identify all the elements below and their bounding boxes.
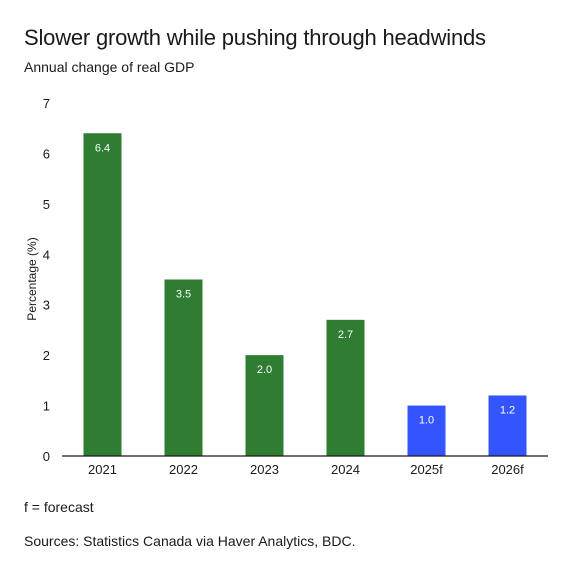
bar-value-label: 2.0 [257, 364, 272, 376]
bar-value-labels: 6.4 3.5 2.0 2.7 1.0 1.2 [95, 142, 515, 426]
bar-value-label: 1.2 [500, 404, 515, 416]
x-tick-label: 2024 [331, 462, 360, 477]
y-tick-label: 4 [43, 247, 50, 262]
bar-value-label: 3.5 [176, 289, 191, 301]
y-tick-label: 3 [43, 298, 50, 313]
y-tick-label: 2 [43, 348, 50, 363]
chart-title: Slower growth while pushing through head… [24, 25, 486, 50]
bars [83, 133, 527, 456]
x-tick-label: 2025f [410, 462, 443, 477]
bar-2024 [326, 319, 365, 456]
bar-2025f [407, 405, 446, 456]
y-tick-label: 1 [43, 399, 50, 414]
bar-value-label: 1.0 [419, 415, 434, 427]
x-tick-label: 2023 [250, 462, 279, 477]
y-tick-label: 5 [43, 197, 50, 212]
bar-2021 [83, 133, 122, 456]
y-tick-label: 0 [43, 449, 50, 464]
x-tick-label: 2022 [169, 462, 198, 477]
bar-chart: 0 1 2 3 4 5 6 7 Percentage (%) 6.4 3.5 2.0 2.7 1.0 1… [25, 96, 548, 477]
y-axis-label: Percentage (%) [25, 237, 39, 320]
bar-2022 [164, 279, 203, 456]
bar-value-label: 6.4 [95, 142, 110, 154]
sources-note: Sources: Statistics Canada via Haver Ana… [24, 533, 356, 549]
forecast-footnote: f = forecast [24, 499, 94, 515]
x-tick-label: 2021 [88, 462, 117, 477]
chart-subtitle: Annual change of real GDP [24, 59, 195, 75]
y-axis-ticks: 0 1 2 3 4 5 6 7 [43, 96, 50, 464]
y-tick-label: 7 [43, 96, 50, 111]
y-tick-label: 6 [43, 146, 50, 161]
bar-2026f [488, 395, 527, 456]
bar-value-label: 2.7 [338, 329, 353, 341]
x-tick-label: 2026f [491, 462, 524, 477]
x-axis-tick-labels: 2021 2022 2023 2024 2025f 2026f [88, 462, 524, 477]
bar-2023 [245, 355, 284, 456]
